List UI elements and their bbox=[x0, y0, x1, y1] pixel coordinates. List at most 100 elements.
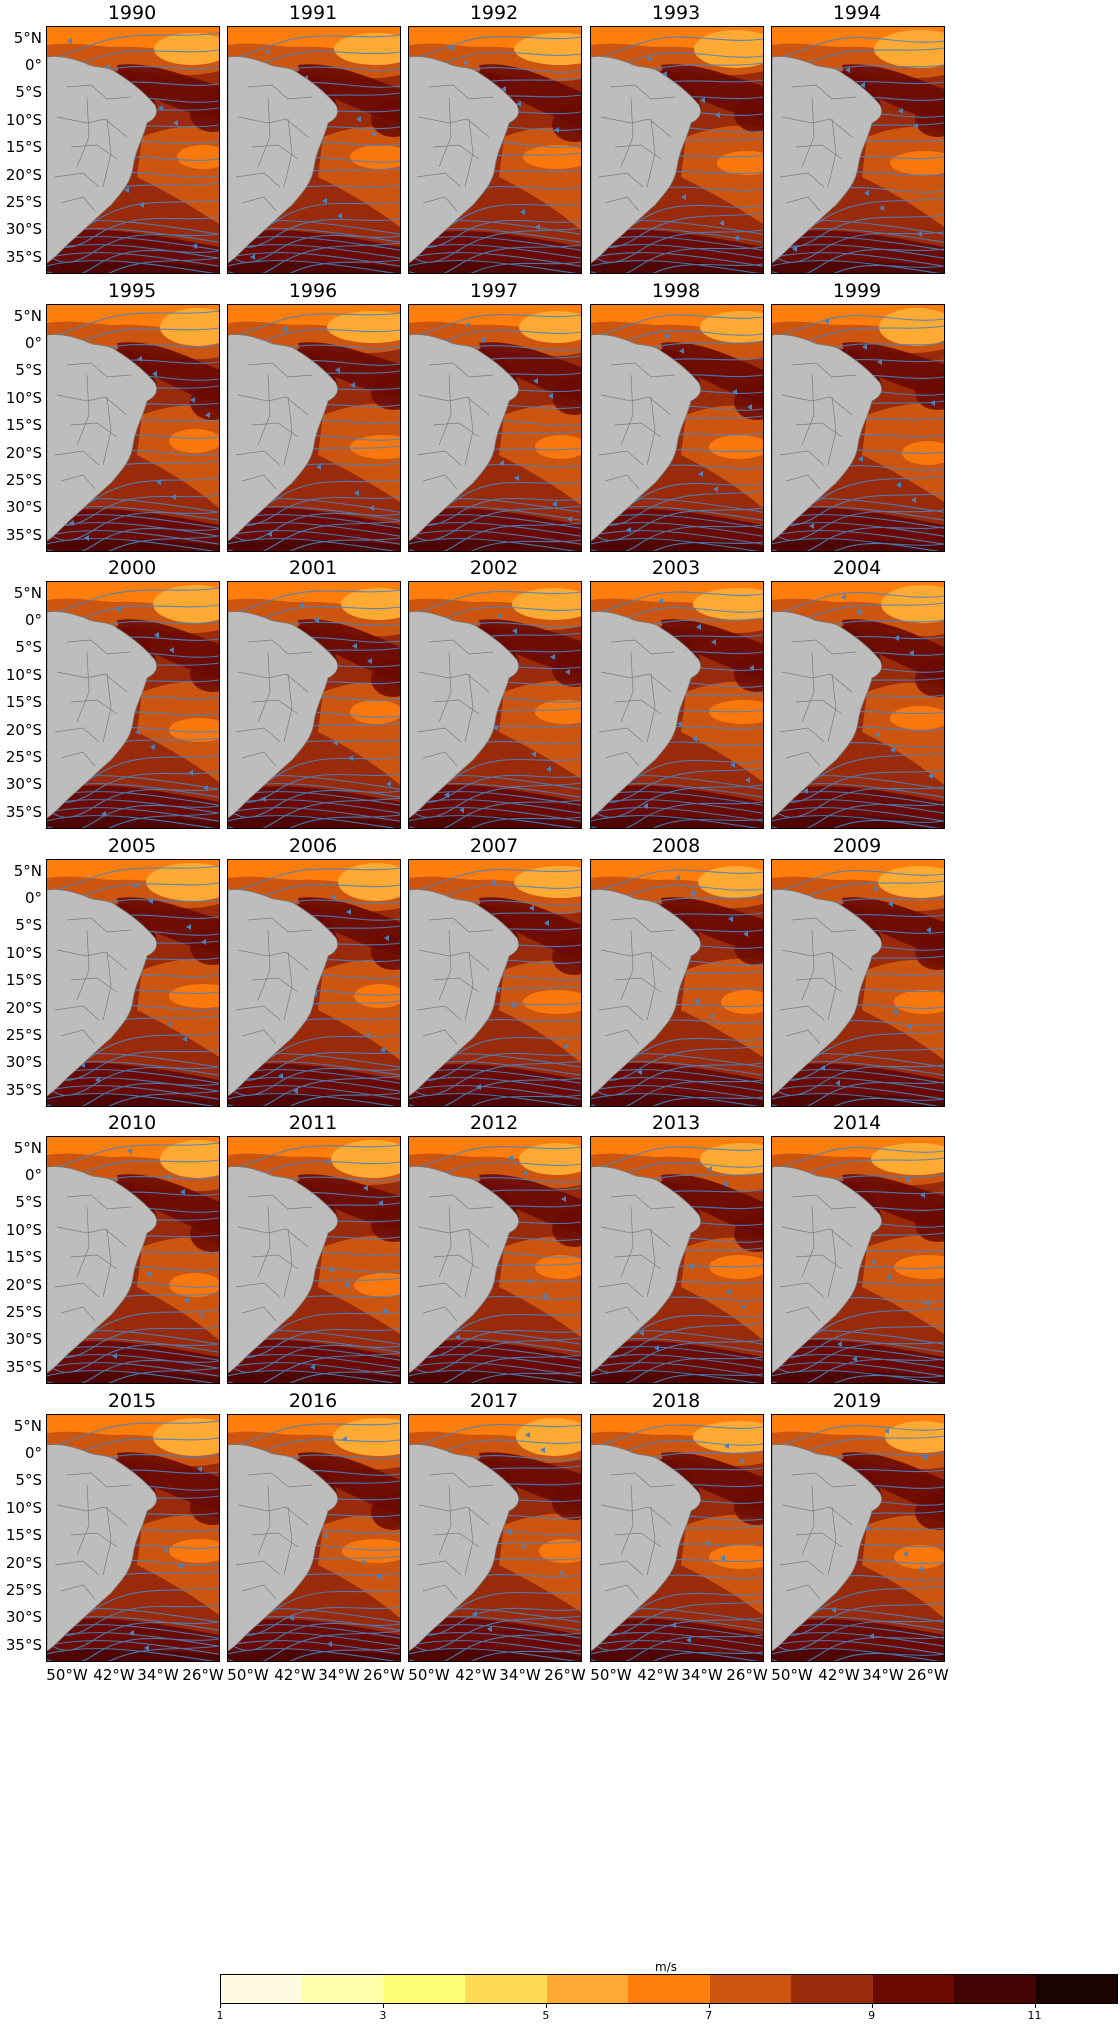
wind-speed-map bbox=[228, 860, 400, 1106]
lon-tick-label: 26°W bbox=[907, 1666, 949, 1684]
panel-title: 1997 bbox=[469, 280, 519, 302]
colorbar-bin bbox=[221, 1975, 303, 2003]
lat-tick-label: 10°S bbox=[5, 944, 42, 962]
colorbar-tick-label: 11 bbox=[1027, 2009, 1042, 2022]
lat-tick-label: 10°S bbox=[5, 1221, 42, 1239]
map-panel bbox=[771, 581, 945, 829]
lat-tick-label: 5°S bbox=[15, 1193, 42, 1211]
wind-speed-map bbox=[591, 27, 763, 273]
colorbar-bin bbox=[1035, 1975, 1117, 2003]
colorbar-bin bbox=[302, 1975, 384, 2003]
lat-tick-label: 35°S bbox=[5, 1636, 42, 1654]
wind-speed-map bbox=[228, 1415, 400, 1661]
wind-speed-map bbox=[772, 305, 944, 551]
wind-speed-map bbox=[409, 305, 581, 551]
wind-speed-map bbox=[591, 305, 763, 551]
panel-title: 2015 bbox=[107, 1390, 157, 1412]
map-panel bbox=[227, 1414, 401, 1662]
map-panel bbox=[590, 304, 764, 552]
land-mass bbox=[228, 889, 338, 1097]
map-panel bbox=[771, 26, 945, 274]
land-mass bbox=[409, 56, 519, 264]
wind-speed-map bbox=[772, 1415, 944, 1661]
colorbar-bin bbox=[383, 1975, 466, 2003]
lon-tick-label: 42°W bbox=[818, 1666, 860, 1684]
lat-tick-label: 0° bbox=[24, 611, 42, 629]
wind-speed-map bbox=[772, 860, 944, 1106]
map-panel bbox=[227, 304, 401, 552]
lon-tick-label: 34°W bbox=[318, 1666, 360, 1684]
lat-tick-label: 30°S bbox=[5, 1330, 42, 1348]
colorbar-bin bbox=[791, 1975, 873, 2003]
lat-tick-label: 30°S bbox=[5, 1053, 42, 1071]
colorbar-bin bbox=[465, 1975, 547, 2003]
lon-tick-label: 42°W bbox=[455, 1666, 497, 1684]
lon-tick-label: 50°W bbox=[227, 1666, 269, 1684]
colorbar-tick-label: 7 bbox=[705, 2009, 713, 2022]
lat-tick-label: 25°S bbox=[5, 1026, 42, 1044]
wind-speed-map bbox=[591, 1137, 763, 1383]
lat-tick-label: 5°N bbox=[13, 1417, 42, 1435]
map-panel bbox=[590, 26, 764, 274]
lat-tick-label: 5°S bbox=[15, 361, 42, 379]
wind-speed-map bbox=[47, 860, 219, 1106]
panel-title: 2007 bbox=[469, 835, 519, 857]
colorbar-label: m/s bbox=[655, 1960, 677, 1974]
map-panel bbox=[590, 1136, 764, 1384]
wind-speed-map bbox=[228, 582, 400, 828]
panel-title: 1996 bbox=[288, 280, 338, 302]
wind-speed-map bbox=[772, 27, 944, 273]
lat-tick-label: 10°S bbox=[5, 666, 42, 684]
wind-speed-map bbox=[591, 582, 763, 828]
lon-tick-label: 26°W bbox=[544, 1666, 586, 1684]
panel-title: 2012 bbox=[469, 1112, 519, 1134]
panel-title: 2011 bbox=[288, 1112, 338, 1134]
map-panel bbox=[46, 304, 220, 552]
colorbar-tick-label: 3 bbox=[379, 2009, 387, 2022]
lon-tick-label: 42°W bbox=[93, 1666, 135, 1684]
land-mass bbox=[409, 334, 519, 542]
lat-tick-label: 25°S bbox=[5, 193, 42, 211]
panel-title: 2016 bbox=[288, 1390, 338, 1412]
colorbar-tick bbox=[220, 2003, 221, 2008]
lon-tick-label: 34°W bbox=[862, 1666, 904, 1684]
colorbar-bin bbox=[954, 1975, 1036, 2003]
wind-speed-map bbox=[409, 27, 581, 273]
lon-tick-label: 26°W bbox=[726, 1666, 768, 1684]
panel-title: 2019 bbox=[832, 1390, 882, 1412]
lat-tick-label: 5°S bbox=[15, 638, 42, 656]
wind-speed-map bbox=[772, 1137, 944, 1383]
lat-tick-label: 15°S bbox=[5, 416, 42, 434]
lon-tick-label: 50°W bbox=[46, 1666, 88, 1684]
lat-tick-label: 30°S bbox=[5, 498, 42, 516]
panel-title: 1991 bbox=[288, 2, 338, 24]
land-mass bbox=[591, 1166, 701, 1374]
lat-tick-label: 10°S bbox=[5, 111, 42, 129]
colorbar bbox=[220, 1974, 1118, 2004]
lon-tick-label: 34°W bbox=[499, 1666, 541, 1684]
lat-tick-label: 0° bbox=[24, 56, 42, 74]
map-panel bbox=[46, 581, 220, 829]
map-panel bbox=[408, 581, 582, 829]
lat-tick-label: 0° bbox=[24, 1444, 42, 1462]
panel-title: 1995 bbox=[107, 280, 157, 302]
lat-tick-label: 20°S bbox=[5, 1554, 42, 1572]
wind-speed-map bbox=[591, 860, 763, 1106]
land-mass bbox=[47, 1444, 157, 1652]
map-panel bbox=[408, 1136, 582, 1384]
colorbar-tick bbox=[871, 2003, 873, 2008]
map-panel bbox=[771, 859, 945, 1107]
lat-tick-label: 30°S bbox=[5, 775, 42, 793]
land-mass bbox=[591, 1444, 701, 1652]
lat-tick-label: 25°S bbox=[5, 471, 42, 489]
lat-tick-label: 15°S bbox=[5, 693, 42, 711]
lat-tick-label: 35°S bbox=[5, 803, 42, 821]
panel-title: 2018 bbox=[651, 1390, 701, 1412]
lat-tick-label: 35°S bbox=[5, 1358, 42, 1376]
land-mass bbox=[772, 611, 882, 819]
lat-tick-label: 0° bbox=[24, 1166, 42, 1184]
colorbar-tick-label: 9 bbox=[868, 2009, 876, 2022]
lat-tick-label: 30°S bbox=[5, 220, 42, 238]
colorbar-bin bbox=[546, 1975, 629, 2003]
panel-title: 2001 bbox=[288, 557, 338, 579]
